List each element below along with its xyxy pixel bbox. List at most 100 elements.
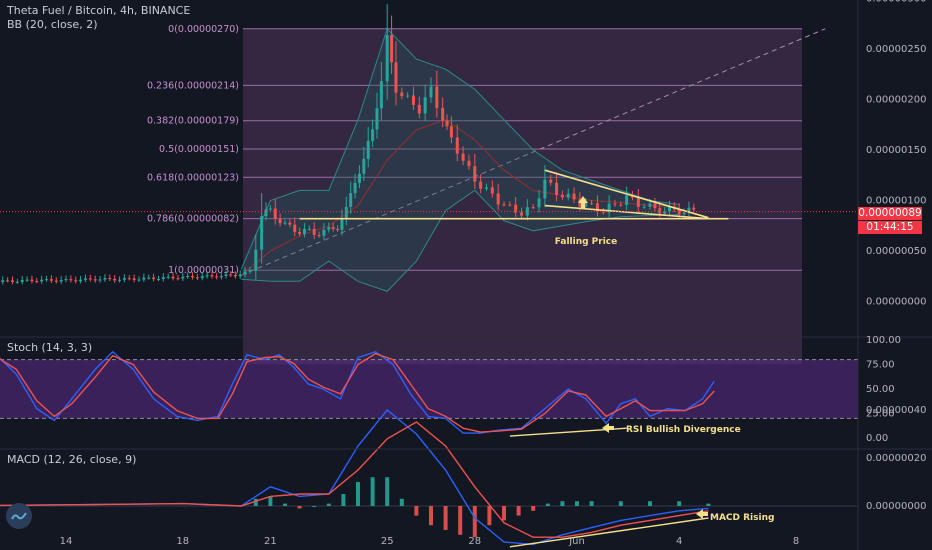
- candle: [243, 271, 247, 275]
- candle: [362, 158, 366, 174]
- candle: [537, 198, 541, 208]
- bollinger-upper: [240, 27, 680, 270]
- candle: [429, 86, 433, 98]
- candle: [15, 281, 19, 283]
- candle: [113, 278, 117, 281]
- candle: [166, 276, 170, 278]
- price-tick-label: 0.00000050: [866, 246, 926, 257]
- candle: [215, 276, 219, 278]
- candle: [607, 203, 611, 213]
- candle: [25, 279, 29, 281]
- falling-trendline: [544, 169, 709, 219]
- candle: [385, 35, 389, 82]
- candle: [417, 104, 421, 114]
- candle: [152, 277, 156, 280]
- candle: [525, 207, 529, 216]
- candle: [278, 219, 282, 224]
- candle: [484, 187, 488, 189]
- candle: [371, 129, 375, 141]
- candle: [375, 108, 379, 130]
- candle: [1, 280, 5, 283]
- fib-label: 0(0.00000270): [168, 24, 239, 35]
- fib-label: 1(0.00000031): [168, 265, 239, 276]
- candle: [298, 231, 302, 234]
- candle: [692, 207, 696, 210]
- candle: [658, 208, 662, 214]
- candle: [142, 277, 146, 280]
- candle: [288, 222, 292, 225]
- candle: [336, 228, 340, 230]
- countdown-badge: 01:44:15: [858, 221, 922, 234]
- candle: [449, 126, 453, 138]
- macd-tick-label: 0.00000000: [866, 501, 926, 512]
- candle: [648, 203, 652, 207]
- candle: [20, 280, 24, 282]
- candle: [88, 278, 92, 280]
- macd-series-2: [0, 421, 709, 538]
- candle: [687, 207, 691, 213]
- candle: [677, 209, 681, 215]
- macd-tick-label: 0.00000040: [866, 405, 926, 416]
- macd-bar: [487, 506, 492, 526]
- candle: [353, 182, 357, 194]
- candle: [191, 275, 195, 278]
- candle: [283, 222, 287, 224]
- macd-bar: [618, 501, 623, 506]
- candle: [394, 62, 398, 93]
- stoch-tick-label: 100.00: [866, 335, 901, 346]
- candle: [423, 97, 427, 114]
- candle: [260, 216, 264, 250]
- macd-bar: [253, 498, 258, 506]
- macd-bar: [545, 503, 550, 506]
- candle: [205, 275, 209, 277]
- price-tick-label: 0.00000000: [866, 297, 926, 308]
- candle: [108, 278, 112, 280]
- macd-bar: [341, 494, 346, 506]
- candle: [93, 279, 97, 281]
- time-tick-label: 21: [264, 536, 277, 547]
- macd-bar: [297, 506, 302, 509]
- candle: [83, 278, 87, 280]
- candle: [441, 108, 445, 121]
- candle: [219, 275, 223, 278]
- arrow-left-icon: [602, 423, 614, 433]
- macd-series-1: [0, 409, 709, 546]
- time-tick-label: 8: [793, 536, 799, 547]
- candle: [248, 270, 252, 272]
- candle: [543, 179, 547, 199]
- macd-rising-line: [509, 517, 709, 548]
- candle: [531, 207, 535, 209]
- candle: [74, 280, 78, 282]
- candle: [137, 279, 141, 281]
- candle: [496, 193, 500, 205]
- macd-bar: [458, 506, 463, 535]
- candle: [171, 276, 175, 279]
- time-tick-label: 28: [468, 536, 481, 547]
- macd-bar: [399, 498, 404, 506]
- candle: [549, 179, 553, 183]
- candle: [663, 211, 667, 214]
- fib-label: 0.382(0.00000179): [147, 116, 239, 127]
- macd-bar: [326, 503, 331, 506]
- chart-title: Theta Fuel / Bitcoin, 4h, BINANCE: [7, 4, 191, 17]
- time-tick-label: 25: [381, 536, 394, 547]
- candle: [636, 197, 640, 207]
- macd-bar: [589, 501, 594, 506]
- last-price-badge: 0.00000089: [858, 207, 922, 220]
- time-tick-label: Jun: [568, 536, 585, 547]
- annotation-falling-price: Falling Price: [555, 237, 618, 247]
- macd-bar: [443, 506, 448, 530]
- candle: [566, 193, 570, 198]
- price-pane: 0(0.00000270) 0.236(0.00000214) 0.382(0.00…: [0, 4, 858, 365]
- candle: [435, 86, 439, 109]
- candle: [156, 279, 160, 281]
- candle: [400, 92, 404, 97]
- candle: [233, 275, 237, 277]
- candle: [181, 276, 185, 279]
- candle: [502, 204, 506, 206]
- candle: [642, 206, 646, 208]
- candle: [69, 279, 73, 281]
- candle: [390, 35, 394, 63]
- candle: [590, 203, 594, 205]
